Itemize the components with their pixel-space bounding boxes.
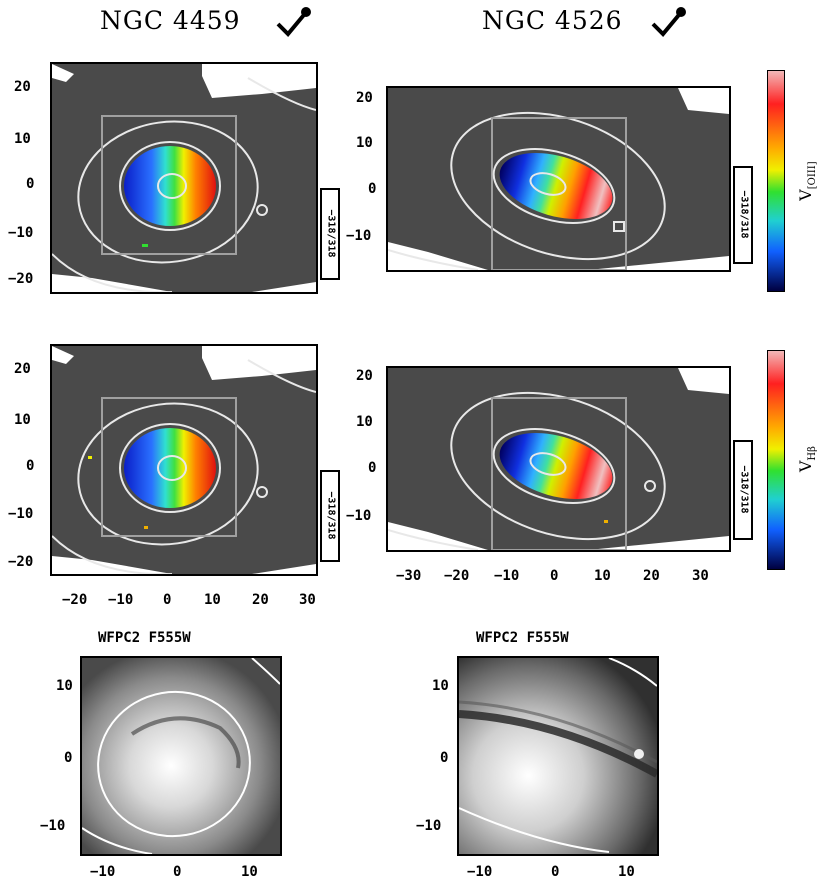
ytick: 20 (356, 368, 373, 384)
colorbar-oiii (767, 70, 785, 292)
xtick: 0 (173, 864, 182, 880)
ytick: −10 (346, 228, 372, 244)
ytick: 0 (64, 750, 73, 766)
ytick: −20 (8, 554, 34, 570)
hst-title-left: WFPC2 F555W (98, 630, 191, 646)
xtick: 0 (163, 592, 172, 608)
ytick: 20 (356, 90, 373, 106)
title-ngc4459: NGC 4459 (100, 6, 241, 35)
ytick: 0 (368, 181, 377, 197)
xtick: −10 (90, 864, 116, 880)
velocity-scale-label: −318/318 (733, 166, 753, 264)
velocity-map-ngc4526-hbeta (386, 366, 731, 552)
velocity-scale-label: −318/318 (733, 440, 753, 540)
xtick: −10 (108, 592, 134, 608)
xtick: 30 (299, 592, 316, 608)
ytick: 20 (14, 361, 31, 377)
checkmark-icon (276, 7, 311, 37)
ytick: 10 (356, 414, 373, 430)
xtick: −30 (396, 568, 422, 584)
xtick: −10 (494, 568, 520, 584)
ytick: 0 (26, 176, 35, 192)
xtick: 0 (550, 568, 559, 584)
velocity-scale-label: −318/318 (320, 470, 340, 562)
ytick: −10 (346, 508, 372, 524)
ytick: 0 (26, 458, 35, 474)
ytick: 10 (432, 678, 449, 694)
velocity-map-ngc4459-oiii (50, 62, 318, 294)
ytick: −10 (40, 818, 66, 834)
xtick: 10 (618, 864, 635, 880)
xtick: 30 (692, 568, 709, 584)
hst-image-ngc4459 (80, 656, 282, 856)
ytick: −10 (8, 225, 34, 241)
ytick: −10 (8, 506, 34, 522)
colorbar-label-oiii: V[OIII] (795, 161, 819, 201)
ytick: 0 (368, 460, 377, 476)
velocity-map-ngc4459-hbeta (50, 344, 318, 576)
xtick: 10 (204, 592, 221, 608)
ytick: 20 (14, 79, 31, 95)
hst-image-ngc4526 (457, 656, 659, 856)
ytick: 10 (356, 135, 373, 151)
colorbar-hbeta (767, 350, 785, 570)
ytick: 10 (56, 678, 73, 694)
ytick: −20 (8, 271, 34, 287)
ytick: 0 (440, 750, 449, 766)
xtick: 20 (252, 592, 269, 608)
ytick: 10 (14, 131, 31, 147)
xtick: 20 (643, 568, 660, 584)
xtick: −20 (62, 592, 88, 608)
hst-title-right: WFPC2 F555W (476, 630, 569, 646)
checkmark-icon (651, 7, 686, 37)
ytick: 10 (14, 412, 31, 428)
title-ngc4526: NGC 4526 (482, 6, 623, 35)
velocity-scale-label: −318/318 (320, 188, 340, 280)
xtick: −10 (467, 864, 493, 880)
colorbar-label-hbeta: VHβ (795, 446, 819, 473)
xtick: −20 (444, 568, 470, 584)
xtick: 10 (241, 864, 258, 880)
xtick: 0 (551, 864, 560, 880)
velocity-map-ngc4526-oiii (386, 86, 731, 272)
ytick: −10 (416, 818, 442, 834)
xtick: 10 (594, 568, 611, 584)
